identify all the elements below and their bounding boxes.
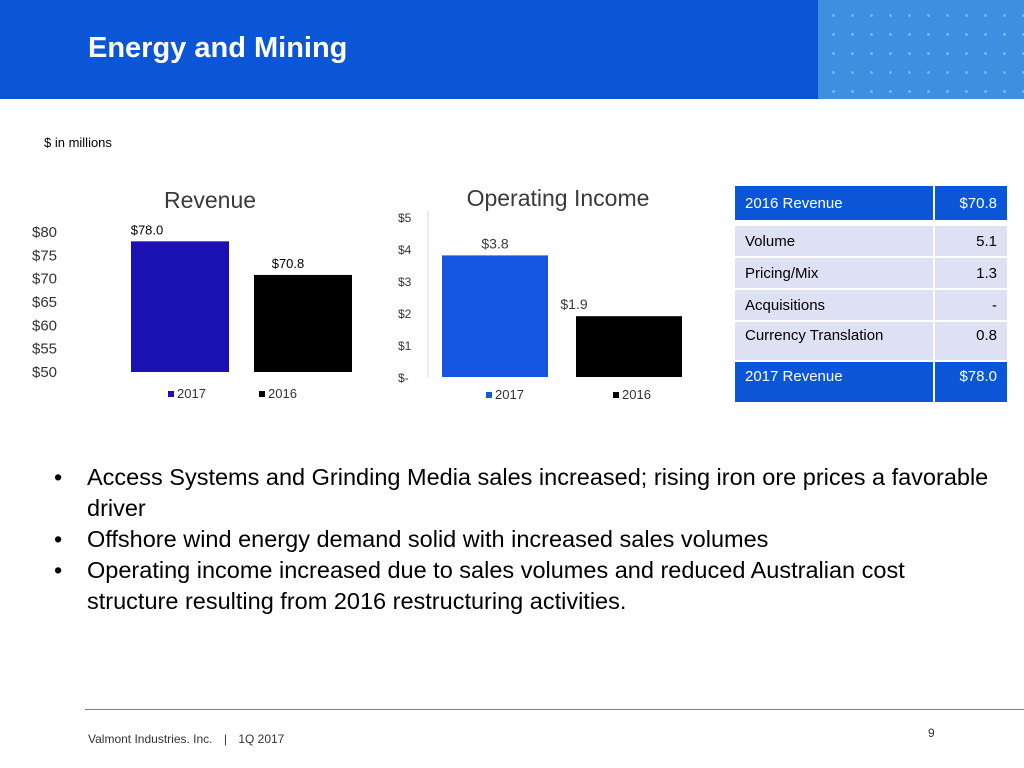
header-banner: Energy and Mining	[0, 0, 1024, 99]
legend-label: 2017	[177, 386, 206, 401]
chart-title: Operating Income	[467, 185, 650, 211]
row-value: 5.1	[932, 224, 1010, 258]
table-footer-row: 2017 Revenue $78.0	[733, 360, 1010, 404]
y-tick-label: $50	[32, 364, 57, 381]
table-header-value: $70.8	[932, 184, 1010, 222]
data-label: $78.0	[131, 222, 164, 237]
y-tick-label: $1	[398, 339, 412, 353]
bar-2017	[442, 255, 548, 377]
y-tick-label: $3	[398, 275, 412, 289]
revenue-chart: Revenue $50 $55 $60 $65 $70 $75 $80 $78.0 $70.8 20…	[32, 187, 352, 401]
page-title: Energy and Mining	[88, 32, 348, 64]
row-value: 0.8	[932, 320, 1010, 362]
y-tick-label: $80	[32, 224, 57, 241]
legend-swatch	[613, 392, 619, 398]
row-label: Currency Translation	[733, 320, 935, 362]
bullet-item: Offshore wind energy demand solid with i…	[50, 524, 990, 555]
chart-title: Revenue	[164, 187, 256, 213]
y-tick-label: $2	[398, 307, 412, 321]
bar-2017	[131, 241, 229, 372]
header-dot-pattern	[818, 0, 1024, 99]
y-tick-label: $55	[32, 341, 57, 358]
y-tick-label: $70	[32, 271, 57, 288]
bullet-item: Operating income increased due to sales …	[50, 555, 990, 617]
table-footer-label: 2017 Revenue	[733, 360, 935, 404]
y-tick-label: $4	[398, 243, 412, 257]
data-label: $3.8	[481, 235, 508, 251]
bar-2016	[576, 316, 682, 377]
data-label: $70.8	[272, 256, 305, 271]
row-label: Acquisitions	[733, 288, 935, 322]
legend-swatch	[259, 391, 265, 397]
y-tick-label: $75	[32, 247, 57, 264]
legend-swatch	[168, 391, 174, 397]
footer-period: 1Q 2017	[238, 732, 285, 746]
row-label: Volume	[733, 224, 935, 258]
revenue-bridge-table: 2016 Revenue $70.8 Volume 5.1 Pricing/Mi…	[733, 184, 1010, 404]
footer-text: Valmont Industries. Inc. | 1Q 2017	[88, 732, 284, 746]
bullet-item: Access Systems and Grinding Media sales …	[50, 462, 990, 524]
legend-label: 2016	[268, 386, 297, 401]
legend-label: 2016	[622, 387, 651, 402]
table-row: Pricing/Mix 1.3	[733, 256, 1010, 290]
bullet-list: Access Systems and Grinding Media sales …	[50, 462, 990, 617]
data-label: $1.9	[560, 296, 587, 312]
footer-company: Valmont Industries. Inc.	[88, 732, 213, 746]
table-header-label: 2016 Revenue	[733, 184, 935, 222]
table-row: Acquisitions -	[733, 288, 1010, 322]
y-tick-label: $-	[398, 371, 409, 385]
page-number: 9	[928, 726, 935, 740]
operating-income-chart: Operating Income $- $1 $2 $3 $4 $5 $3.8 $1.9 2017…	[398, 185, 682, 402]
footer-separator: |	[223, 732, 227, 746]
footer-divider	[85, 709, 1024, 710]
y-tick-label: $65	[32, 294, 57, 311]
legend-swatch	[486, 392, 492, 398]
y-tick-label: $60	[32, 317, 57, 334]
legend-label: 2017	[495, 387, 524, 402]
table-header-row: 2016 Revenue $70.8	[733, 184, 1010, 222]
row-label: Pricing/Mix	[733, 256, 935, 290]
y-tick-label: $5	[398, 211, 412, 225]
table-footer-value: $78.0	[932, 360, 1010, 404]
row-value: -	[932, 288, 1010, 322]
bar-2016	[254, 274, 352, 372]
table-row: Currency Translation 0.8	[733, 320, 1010, 362]
row-value: 1.3	[932, 256, 1010, 290]
units-note: $ in millions	[44, 135, 112, 150]
table-row: Volume 5.1	[733, 224, 1010, 258]
